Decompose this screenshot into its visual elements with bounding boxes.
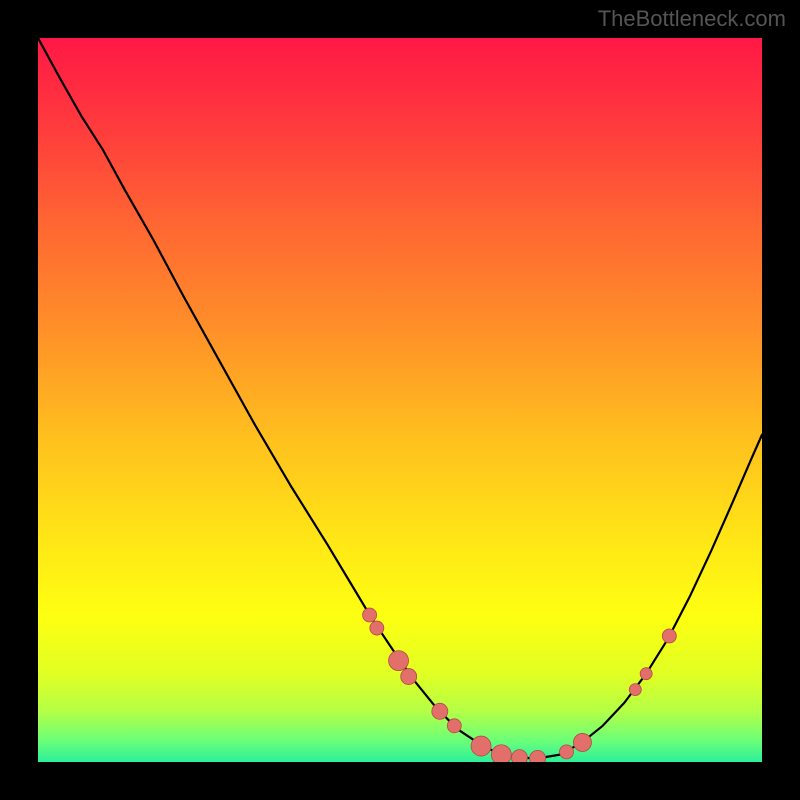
curve-marker	[389, 651, 409, 671]
curve-marker	[432, 703, 448, 719]
curve-marker	[511, 750, 527, 762]
curve-marker	[530, 750, 546, 762]
curve-markers-group	[363, 608, 677, 762]
curve-marker	[447, 719, 461, 733]
chart-plot-area	[38, 38, 762, 762]
watermark-text: TheBottleneck.com	[598, 6, 786, 32]
bottleneck-curve	[38, 38, 762, 758]
curve-marker	[491, 745, 511, 762]
curve-marker	[640, 668, 652, 680]
curve-marker	[629, 684, 641, 696]
curve-marker	[560, 745, 574, 759]
curve-marker	[662, 629, 676, 643]
curve-marker	[363, 608, 377, 622]
curve-marker	[471, 736, 491, 756]
curve-marker	[573, 733, 591, 751]
curve-marker	[370, 621, 384, 635]
chart-curve-layer	[38, 38, 762, 762]
curve-marker	[401, 669, 417, 685]
